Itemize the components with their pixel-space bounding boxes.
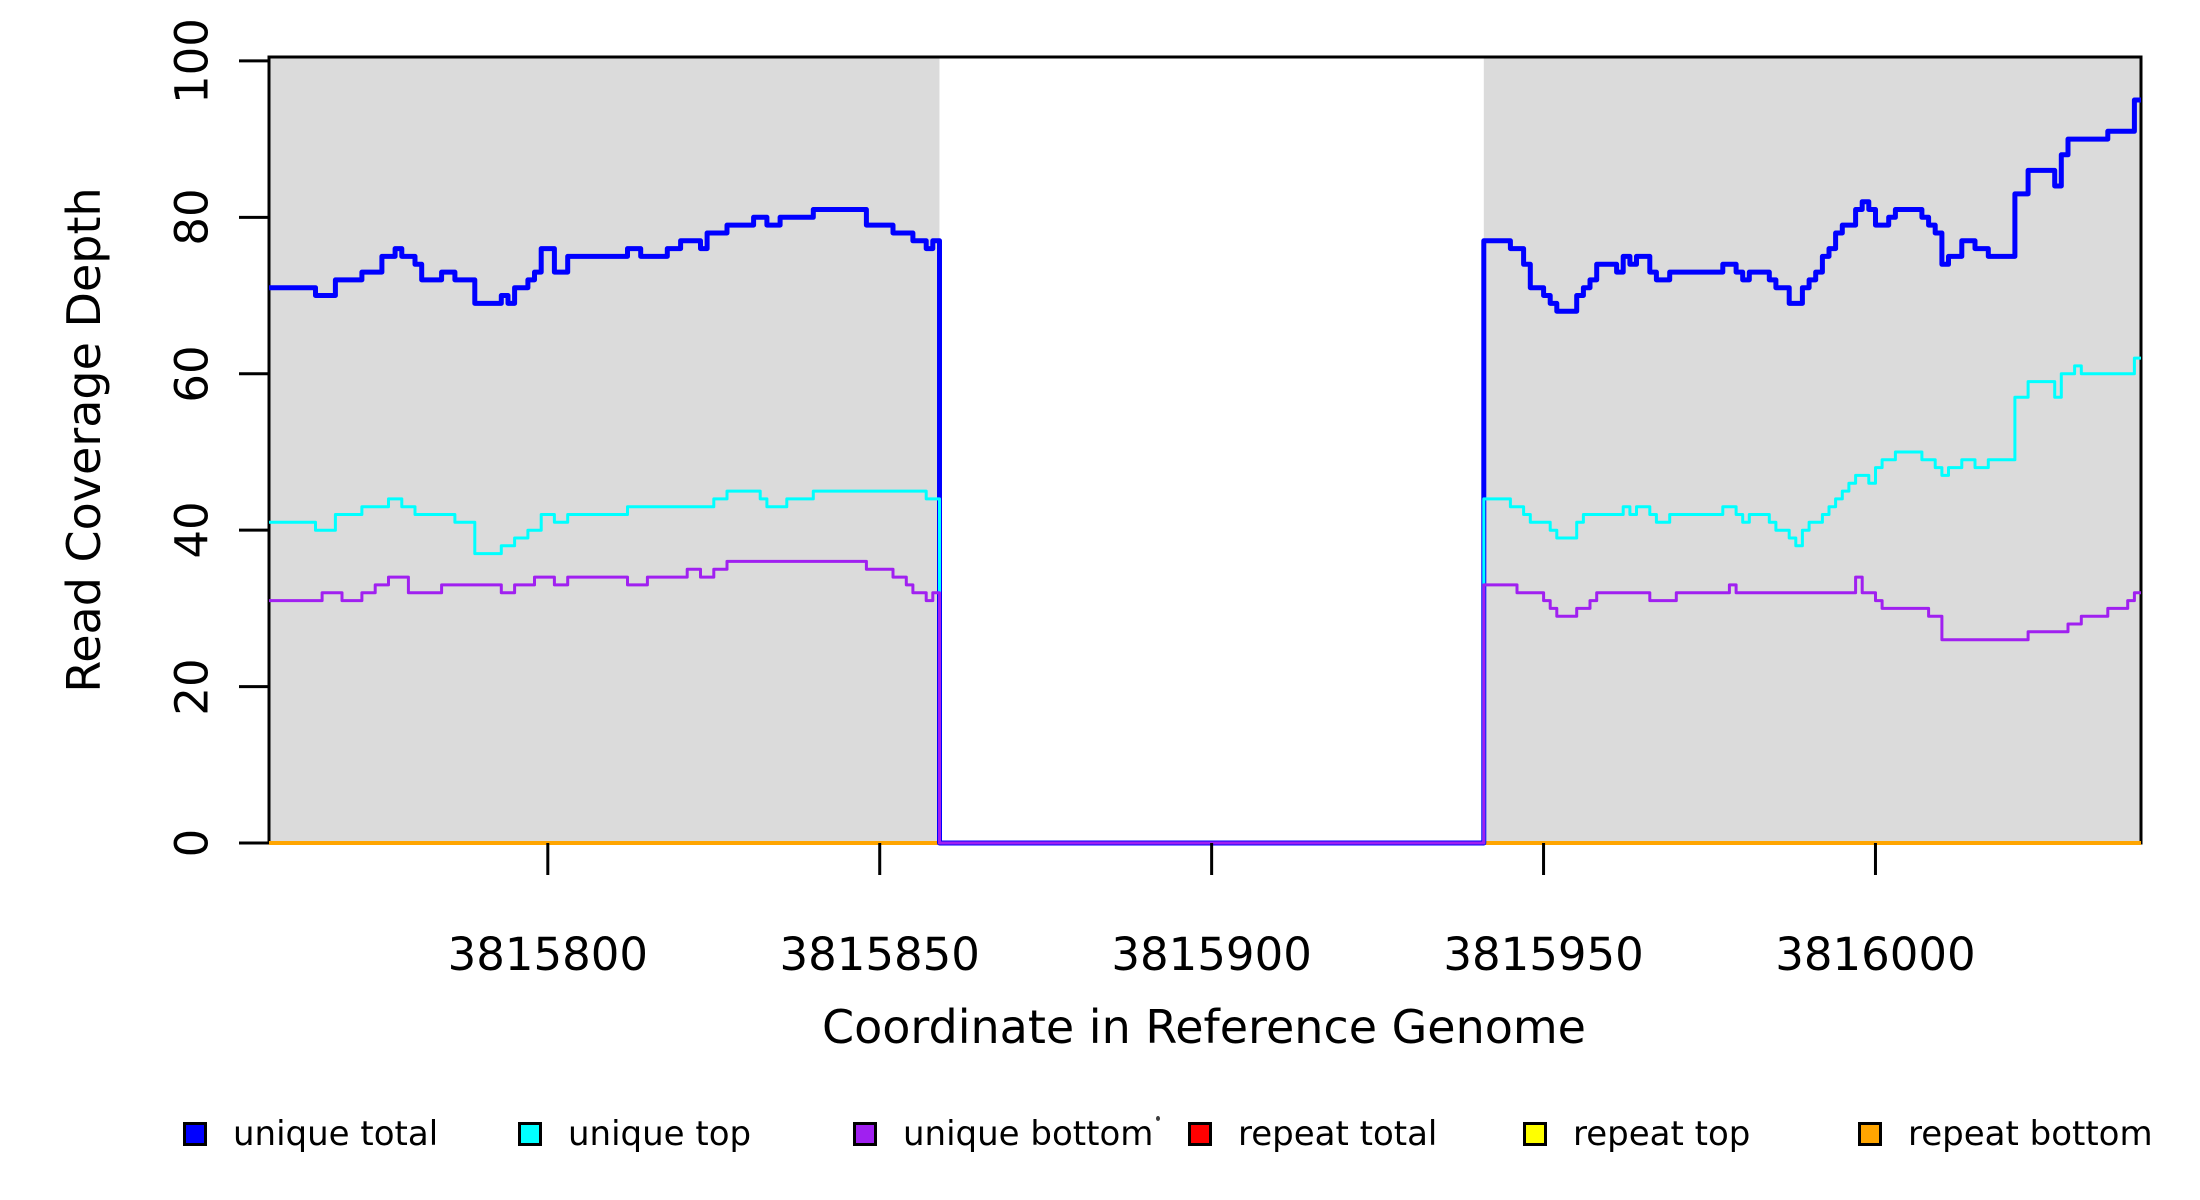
legend-item-repeat-top: repeat top bbox=[1523, 1114, 1750, 1154]
shaded-region bbox=[269, 57, 940, 843]
legend-label: unique bottom bbox=[903, 1114, 1154, 1154]
legend-swatch-icon bbox=[1188, 1122, 1212, 1146]
x-tick-label: 3816000 bbox=[1775, 928, 1976, 981]
legend-item-unique-bottom: unique bottom bbox=[853, 1114, 1153, 1154]
legend-label: unique top bbox=[568, 1114, 752, 1154]
legend-swatch-icon bbox=[518, 1122, 542, 1146]
y-tick-label: 20 bbox=[165, 657, 219, 716]
y-tick-label: 60 bbox=[165, 345, 219, 403]
stray-dot-mark bbox=[1156, 1116, 1160, 1121]
legend-item-repeat-bottom: repeat bottom bbox=[1858, 1114, 2153, 1154]
x-tick-label: 3815800 bbox=[447, 928, 649, 981]
legend-swatch-icon bbox=[183, 1122, 207, 1146]
legend-label: repeat total bbox=[1238, 1114, 1438, 1154]
series-unique-top bbox=[269, 356, 2141, 845]
x-axis-title: Coordinate in Reference Genome bbox=[822, 1000, 1586, 1054]
legend-swatch-icon bbox=[853, 1122, 877, 1146]
y-tick-label: 80 bbox=[165, 188, 219, 246]
x-tick-label: 3815950 bbox=[1443, 928, 1644, 981]
series-unique-total bbox=[269, 97, 2141, 846]
series-unique-bottom bbox=[269, 559, 2141, 845]
legend-label: unique total bbox=[233, 1114, 439, 1154]
y-tick-label: 100 bbox=[165, 17, 219, 104]
y-tick-label: 0 bbox=[165, 828, 219, 858]
x-tick-label: 3815850 bbox=[779, 928, 980, 981]
legend-item-unique-total: unique total bbox=[183, 1114, 438, 1154]
y-axis-title: Read Coverage Depth bbox=[57, 187, 111, 693]
x-tick-label: 3815900 bbox=[1111, 928, 1312, 981]
legend-item-repeat-total: repeat total bbox=[1188, 1114, 1437, 1154]
legend-label: repeat bottom bbox=[1908, 1114, 2153, 1154]
y-tick-label: 40 bbox=[165, 501, 219, 559]
legend-item-unique-top: unique top bbox=[518, 1114, 751, 1154]
shaded-region bbox=[1483, 57, 2141, 843]
legend-swatch-icon bbox=[1858, 1122, 1882, 1146]
legend-label: repeat top bbox=[1573, 1114, 1751, 1154]
legend-swatch-icon bbox=[1523, 1122, 1547, 1146]
